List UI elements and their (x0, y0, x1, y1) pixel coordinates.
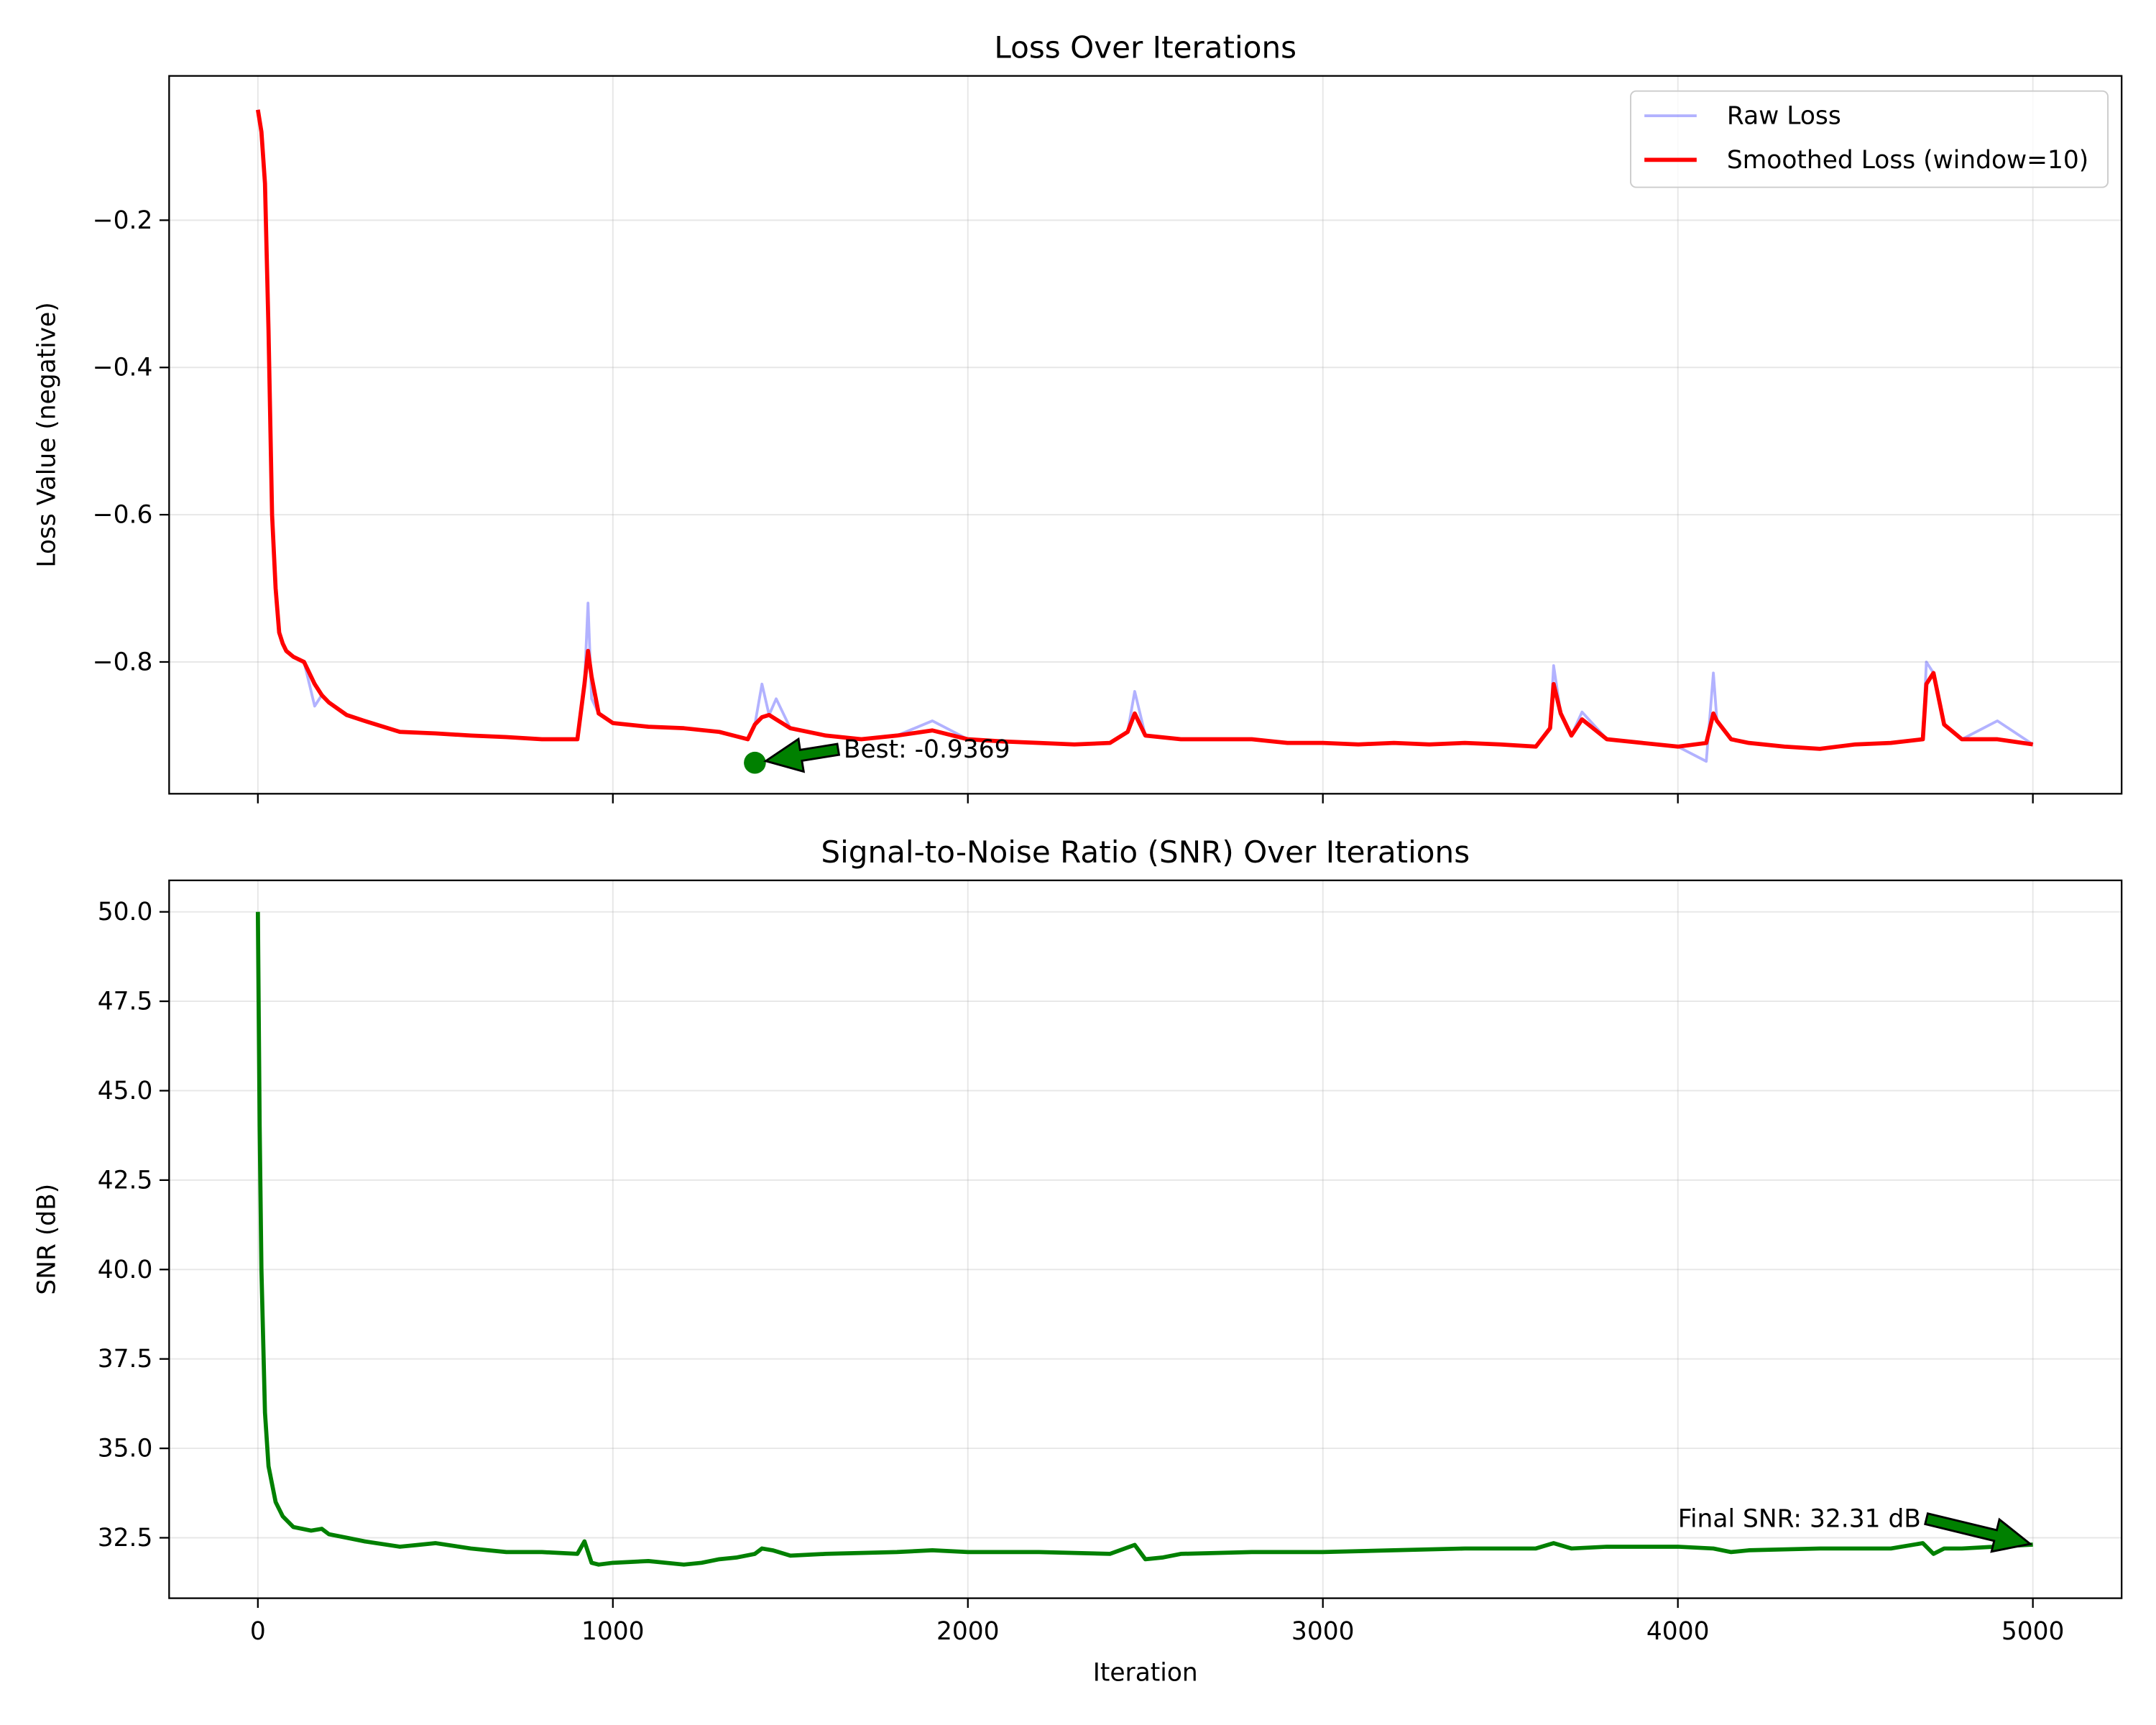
best-point (744, 751, 766, 774)
y-tick-label: 35.0 (98, 1435, 153, 1463)
x-tick-label: 2000 (936, 1617, 1000, 1646)
annotation-arrow (763, 737, 841, 773)
plot-area (255, 109, 2034, 763)
chart-title: Signal-to-Noise Ratio (SNR) Over Iterati… (821, 834, 1470, 870)
y-tick-label: 42.5 (98, 1166, 153, 1195)
legend-label: Raw Loss (1727, 102, 1841, 131)
plot-area (255, 911, 2033, 1567)
y-tick-label: −0.8 (93, 648, 153, 676)
y-tick-label: 37.5 (98, 1345, 153, 1374)
x-tick-label: 3000 (1291, 1617, 1355, 1646)
y-tick-label: −0.4 (93, 354, 153, 382)
y-tick-label: 40.0 (98, 1256, 153, 1284)
y-axis-label: Loss Value (negative) (33, 302, 62, 567)
y-tick-label: −0.2 (93, 206, 153, 235)
line-series (255, 911, 2033, 1567)
axes-frame (168, 75, 2123, 795)
x-tick-label: 1000 (581, 1617, 645, 1646)
x-axis-label: Iteration (1093, 1658, 1198, 1687)
annotation-text: Final SNR: 32.31 dB (1678, 1505, 1921, 1534)
chart-title: Loss Over Iterations (994, 30, 1296, 65)
y-tick-label: −0.6 (93, 501, 153, 530)
x-tick-label: 0 (250, 1617, 266, 1646)
line-series (255, 109, 2034, 751)
y-axis-label: SNR (dB) (33, 1184, 62, 1295)
axes-frame (168, 879, 2123, 1599)
y-tick-label: 45.0 (98, 1077, 153, 1105)
annotation-arrow (1924, 1512, 2033, 1553)
line-series (256, 109, 2034, 763)
y-tick-label: 47.5 (98, 988, 153, 1016)
legend-box (1630, 90, 2109, 188)
legend-label: Smoothed Loss (window=10) (1727, 146, 2088, 175)
y-tick-label: 32.5 (98, 1524, 153, 1552)
x-tick-label: 4000 (1646, 1617, 1710, 1646)
annotation-text: Best: -0.9369 (844, 735, 1010, 764)
y-tick-label: 50.0 (98, 898, 153, 926)
x-tick-label: 5000 (2001, 1617, 2065, 1646)
